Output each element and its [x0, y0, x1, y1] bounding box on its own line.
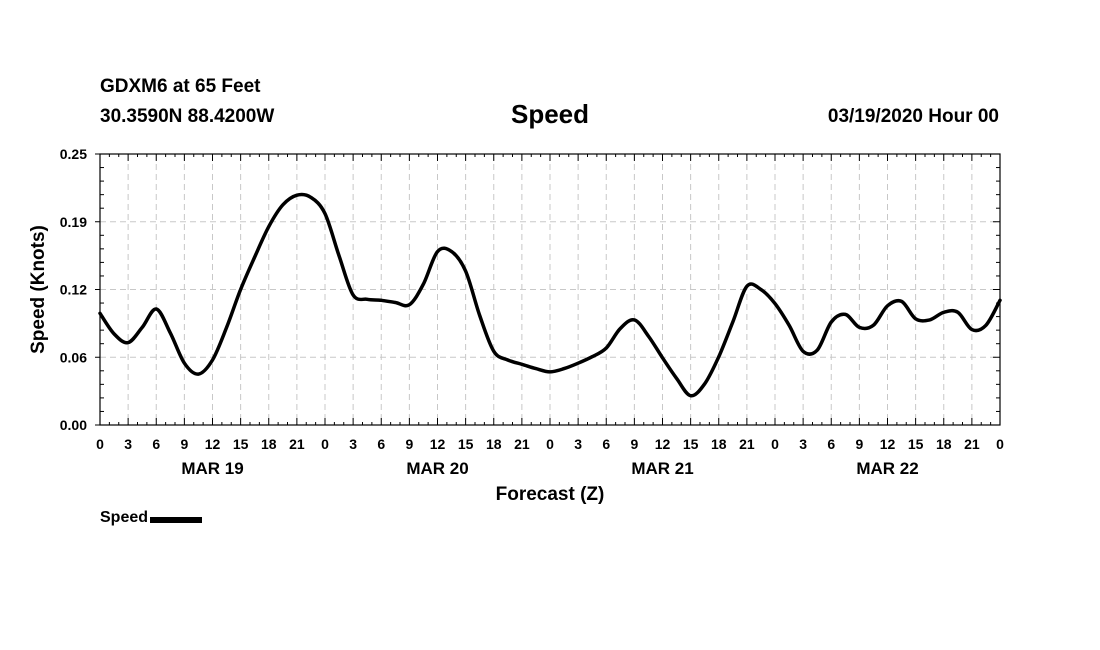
y-tick-label: 0.12: [60, 282, 87, 298]
x-tick-label: 0: [771, 436, 779, 452]
coordinates-label: 30.3590N 88.4200W: [100, 106, 275, 127]
x-tick-label: 18: [261, 436, 277, 452]
x-tick-label: 9: [855, 436, 863, 452]
y-tick-label: 0.19: [60, 214, 87, 230]
x-tick-label: 15: [683, 436, 699, 452]
x-tick-label: 6: [827, 436, 835, 452]
plot-frame: [99, 153, 1001, 426]
x-tick-label: 12: [880, 436, 896, 452]
x-tick-label: 15: [458, 436, 474, 452]
y-tick-label: 0.06: [60, 349, 87, 365]
day-label: MAR 22: [856, 459, 918, 478]
x-tick-label: 3: [349, 436, 357, 452]
x-tick-label: 15: [908, 436, 924, 452]
x-tick-label: 3: [574, 436, 582, 452]
x-tick-label: 6: [152, 436, 160, 452]
day-label: MAR 21: [631, 459, 693, 478]
x-tick-label: 18: [936, 436, 952, 452]
series-layer: [98, 192, 1002, 398]
x-tick-label: 15: [233, 436, 249, 452]
x-tick-label: 18: [486, 436, 502, 452]
legend: Speed: [100, 509, 203, 527]
x-tick-label: 21: [514, 436, 530, 452]
x-tick-label: 3: [124, 436, 132, 452]
x-tick-label: 3: [799, 436, 807, 452]
grid-lines: [100, 154, 1000, 425]
x-tick-label: 21: [289, 436, 305, 452]
tick-labels: 0 3 6 9 12 15 18 21 0 3 6 9 12 15 18 21 0 3 6 9 12 15 18 21 0 3 6 9…: [60, 146, 1004, 478]
speed-series-line: [98, 192, 1002, 398]
forecast-date-label: 03/19/2020 Hour 00: [827, 106, 999, 127]
x-tick-label: 9: [630, 436, 638, 452]
x-tick-label: 6: [602, 436, 610, 452]
y-axis-label: Speed (Knots): [28, 225, 49, 354]
x-tick-label: 0: [546, 436, 554, 452]
x-tick-label: 12: [655, 436, 671, 452]
x-tick-label: 9: [180, 436, 188, 452]
legend-line-swatch: [150, 516, 203, 523]
x-tick-label: 21: [964, 436, 980, 452]
legend-label: Speed: [100, 509, 149, 526]
x-axis-label: Forecast (Z): [496, 484, 605, 505]
x-tick-label: 6: [377, 436, 385, 452]
y-tick-label: 0.25: [60, 146, 87, 162]
station-label: GDXM6 at 65 Feet: [100, 76, 261, 97]
y-tick-label: 0.00: [60, 417, 87, 433]
x-tick-label: 0: [321, 436, 329, 452]
x-tick-label: 12: [205, 436, 221, 452]
day-label: MAR 19: [181, 459, 243, 478]
x-tick-label: 21: [739, 436, 755, 452]
x-tick-label: 12: [430, 436, 446, 452]
x-tick-label: 18: [711, 436, 727, 452]
day-label: MAR 20: [406, 459, 468, 478]
x-tick-label: 9: [405, 436, 413, 452]
chart-title: Speed: [510, 99, 590, 129]
x-tick-label: 0: [96, 436, 104, 452]
x-tick-label: 0: [996, 436, 1004, 452]
